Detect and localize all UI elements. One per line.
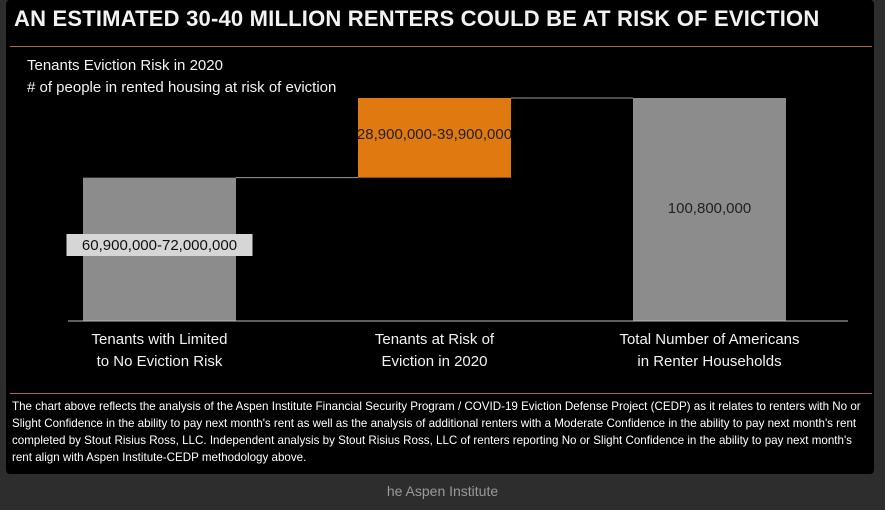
category-label: Tenants at Risk of [375,331,495,348]
data-label-bg [66,234,253,256]
data-label-1: 60,900,000-72,000,000 [82,237,237,254]
image-caption: he Aspen Institute [386,483,499,499]
bar-2 [358,98,511,178]
eviction-chart: 60,900,000-72,000,000 28,900,000-39,900,0… [66,97,848,370]
category-label: in Renter Households [637,353,781,370]
chart-subtitle: # of people in rented housing at risk of… [27,79,337,96]
data-label-2: 28,900,000-39,900,000 [357,126,512,143]
category-label: Eviction in 2020 [382,353,488,370]
category-label: Total Number of Americans [619,331,799,348]
category-label: Tenants with Limited [92,331,228,348]
chart-title: Tenants Eviction Risk in 2020 [27,57,223,74]
headline: AN ESTIMATED 30-40 MILLION RENTERS COULD… [14,6,820,31]
bar-3 [633,98,786,321]
footnote: The chart above reflects the analysis of… [12,400,861,464]
category-label: to No Eviction Risk [97,353,223,370]
data-label-3: 100,800,000 [668,200,751,217]
chart-frame [10,46,872,394]
